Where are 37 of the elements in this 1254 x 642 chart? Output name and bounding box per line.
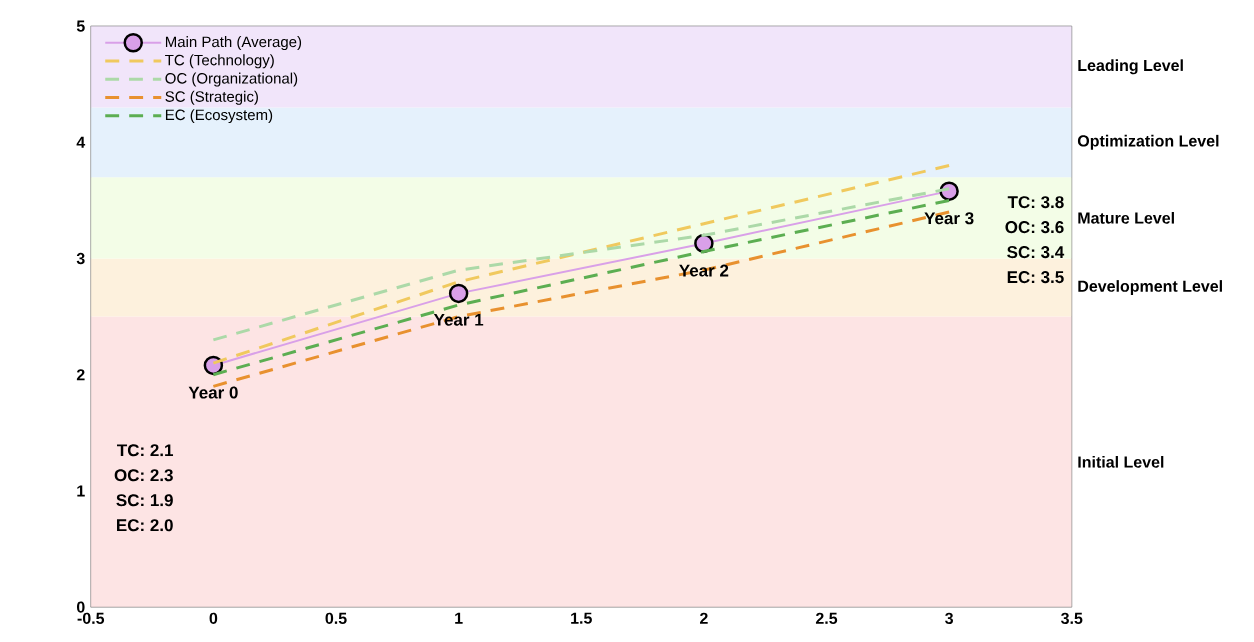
x-tick-label: 2	[699, 612, 708, 624]
band-label: Initial Level	[1078, 456, 1164, 468]
annotation: OC: 3.6	[1005, 221, 1064, 234]
x-tick-label: 1	[455, 612, 463, 624]
legend-label: SC (Strategic)	[165, 90, 258, 105]
legend-label: EC (Ecosystem)	[165, 109, 273, 124]
annotation: EC: 3.5	[1007, 271, 1064, 284]
legend-label: TC (Technology)	[165, 54, 274, 69]
x-tick-label: 1.5	[571, 612, 592, 624]
annotation: Year 3	[924, 212, 974, 225]
x-tick-label: 0.5	[325, 612, 347, 624]
annotation: Year 0	[188, 386, 238, 399]
x-tick-label: -0.5	[77, 612, 105, 624]
x-tick-label: 2.5	[815, 612, 838, 624]
annotation: Year 1	[433, 313, 484, 326]
x-tick-label: 3	[945, 612, 954, 625]
annotation: SC: 1.9	[116, 494, 173, 507]
annotation: OC: 2.3	[114, 469, 173, 482]
band-label: Optimization Level	[1077, 134, 1219, 150]
y-tick-label: 1	[77, 485, 85, 497]
band-label: Leading Level	[1078, 59, 1183, 75]
x-tick-label: 3.5	[1061, 612, 1083, 625]
annotation: SC: 3.4	[1007, 246, 1065, 259]
y-tick-label: 4	[76, 136, 86, 148]
x-tick-label: 0	[209, 612, 218, 624]
legend-label: Main Path (Average)	[165, 36, 302, 51]
point	[448, 283, 469, 304]
y-tick-label: 0	[76, 601, 85, 613]
y-tick-label: 5	[76, 20, 85, 32]
legend-label: OC (Organizational)	[165, 72, 298, 87]
band-label: Development Level	[1078, 280, 1222, 296]
band-label: Mature Level	[1078, 211, 1174, 224]
y-tick-label: 3	[76, 252, 85, 265]
y-tick-label: 2	[76, 369, 85, 381]
annotation: TC: 3.8	[1007, 196, 1064, 209]
annotation: TC: 2.1	[117, 444, 174, 457]
annotation: EC: 2.0	[117, 519, 173, 532]
